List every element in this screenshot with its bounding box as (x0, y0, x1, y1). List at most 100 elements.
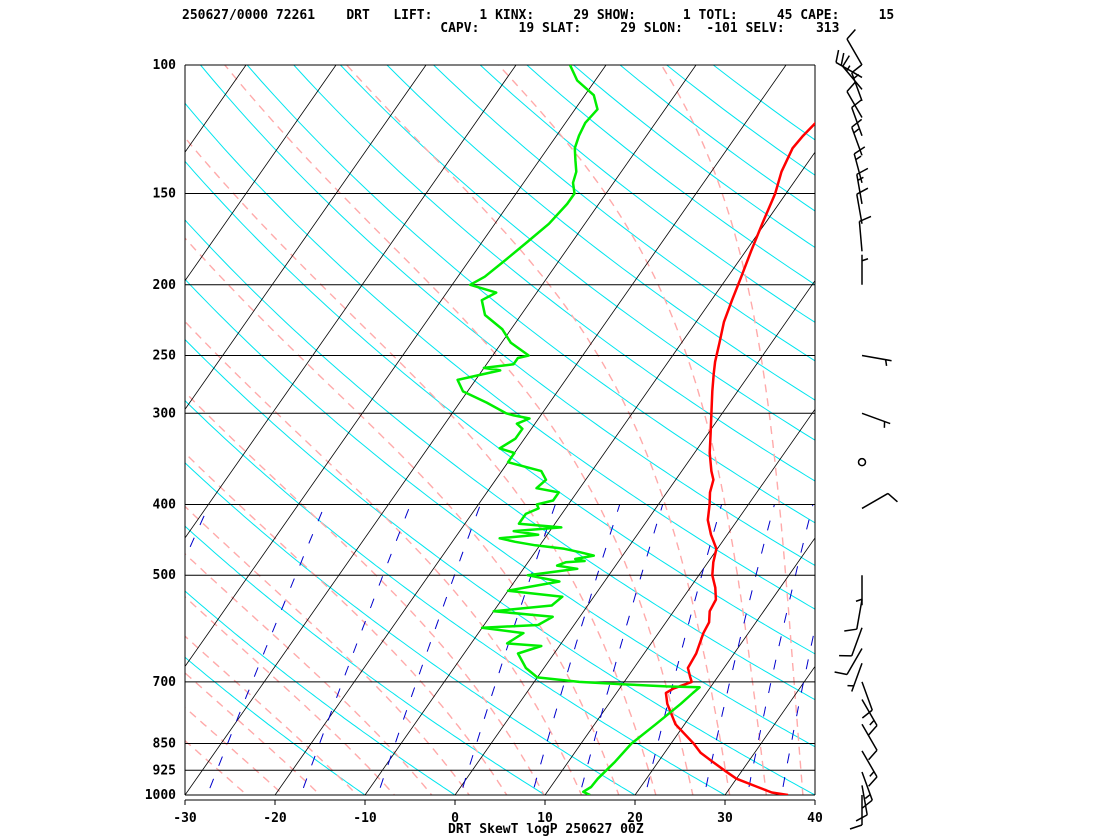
dry-adiabat (339, 65, 815, 441)
dry-adiabat (185, 590, 456, 795)
moist-adiabat (185, 136, 657, 795)
pressure-label-400: 400 (153, 498, 177, 513)
wind-barb (842, 55, 863, 90)
barb-feather (846, 29, 856, 40)
isotherm (724, 665, 815, 795)
barb-half-feather (869, 719, 875, 726)
pressure-label-200: 200 (153, 278, 177, 293)
wind-barb (856, 187, 869, 224)
dry-adiabat (185, 656, 366, 795)
wind-barb (858, 215, 872, 252)
barb-staff (846, 648, 863, 675)
wind-barb (839, 627, 863, 657)
isotherm (544, 408, 815, 795)
x-tick-label-10: 10 (537, 811, 553, 826)
pressure-label-500: 500 (153, 568, 177, 583)
barb-feather (851, 118, 863, 128)
barb-staff (861, 785, 868, 816)
barb-feather (856, 187, 869, 195)
x-tick-label--30: -30 (173, 811, 197, 826)
barb-feather (840, 52, 845, 66)
isotherm (185, 65, 337, 282)
dry-adiabat (572, 65, 815, 249)
pressure-label-150: 150 (153, 187, 177, 202)
moist-adiabat (224, 65, 694, 795)
barb-staff (856, 174, 863, 205)
isotherm (0, 65, 66, 811)
mixing-ratio-line (531, 504, 621, 795)
x-tick-label--20: -20 (263, 811, 287, 826)
header-line-1: 250627/0000 72261 DRT LIFT: 1 KINX: 29 S… (182, 8, 895, 23)
barb-feather (835, 49, 840, 63)
wind-barb (861, 723, 878, 761)
mixing-ratio-line (377, 504, 481, 795)
mixing-ratio-line (579, 504, 664, 795)
barb-feather (868, 776, 878, 787)
wind-barb (861, 412, 891, 428)
isotherm (185, 65, 697, 795)
mixing-ratio-line (644, 504, 723, 795)
pressure-label-300: 300 (153, 406, 177, 421)
dry-adiabat (185, 102, 815, 610)
barb-half-feather (869, 771, 875, 777)
wind-barb (851, 99, 863, 137)
barb-staff (856, 599, 863, 630)
isotherm (185, 65, 607, 668)
wind-barb (861, 699, 878, 736)
dewpoint-line (456, 65, 701, 795)
barb-half-feather (864, 793, 871, 800)
barb-feather (849, 824, 863, 830)
moist-adiabat (185, 320, 583, 795)
background-lines (0, 65, 815, 811)
barb-staff (851, 107, 863, 137)
wind-barb (861, 750, 878, 787)
mixing-ratio-line (206, 504, 326, 795)
isotherm (814, 794, 815, 795)
barb-half-feather (853, 128, 860, 134)
pressure-label-850: 850 (153, 736, 177, 751)
dry-adiabat (293, 65, 815, 482)
wind-barb (861, 681, 873, 719)
x-tick-label-0: 0 (451, 811, 459, 826)
barb-feather (861, 709, 873, 719)
barb-staff (861, 771, 873, 801)
isotherm (634, 537, 815, 795)
barb-half-feather (857, 176, 864, 181)
barb-staff (842, 65, 863, 90)
wind-barb (861, 492, 898, 510)
temperature-line (664, 121, 815, 795)
x-tick-label-20: 20 (627, 811, 643, 826)
barb-feather (868, 725, 878, 736)
barb-feather (853, 146, 866, 155)
dry-adiabat (712, 65, 815, 141)
isotherm (0, 65, 156, 811)
dry-adiabat (185, 462, 636, 795)
moist-adiabat (185, 706, 285, 795)
barb-staff (851, 663, 863, 692)
wind-barb (851, 64, 863, 102)
pressure-label-100: 100 (153, 58, 177, 73)
x-tick-label-30: 30 (717, 811, 733, 826)
barb-half-feather (855, 598, 863, 602)
barb-feather (859, 215, 872, 223)
mixing-ratio-line (746, 504, 814, 795)
isotherm (454, 280, 815, 795)
barb-feather (861, 799, 873, 809)
wind-barbs (834, 29, 898, 830)
barb-staff (861, 723, 878, 751)
pressure-label-700: 700 (153, 675, 177, 690)
x-tick-label-40: 40 (807, 811, 823, 826)
barb-feather (844, 628, 857, 632)
barb-staff (851, 72, 863, 102)
dry-adiabat (185, 160, 815, 655)
wind-barb (847, 663, 863, 692)
isotherm (274, 65, 787, 795)
wind-barb (844, 599, 863, 632)
mixing-ratio-line (703, 504, 775, 795)
moist-adiabat (346, 65, 731, 795)
barb-staff (861, 750, 878, 778)
moist-adiabat (185, 595, 396, 795)
barb-staff (861, 354, 892, 362)
pressure-label-1000: 1000 (145, 788, 176, 803)
